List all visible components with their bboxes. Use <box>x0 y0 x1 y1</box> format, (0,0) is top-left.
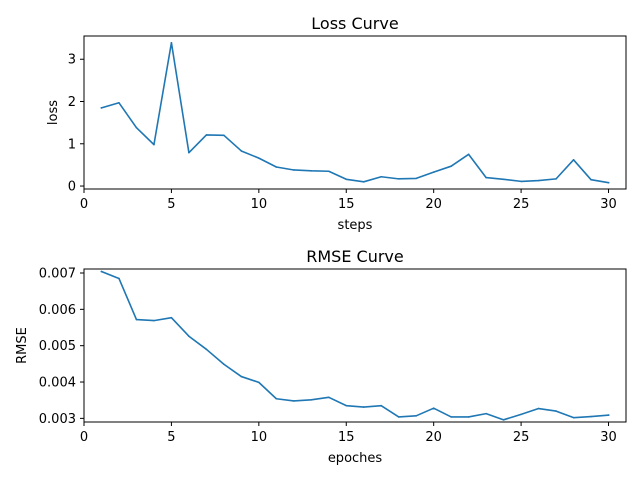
rmse-data-point <box>502 419 505 421</box>
rmse-ytick-label: 0.006 <box>39 303 76 318</box>
rmse-ylabel: RMSE <box>15 327 30 364</box>
loss-data-point <box>188 151 190 154</box>
loss-data-point <box>345 178 348 181</box>
loss-data-point <box>607 181 610 184</box>
rmse-data-point <box>293 400 295 402</box>
loss-data-point <box>537 179 540 182</box>
rmse-data-point <box>240 375 243 378</box>
loss-data-point <box>362 181 365 183</box>
rmse-data-point <box>520 413 522 416</box>
loss-data-point <box>397 178 400 180</box>
rmse-data-point <box>415 415 417 417</box>
loss-data-point <box>415 177 417 180</box>
rmse-xtick-label: 0 <box>80 430 88 445</box>
loss-xtick-label: 15 <box>338 197 355 212</box>
rmse-data-point <box>170 316 173 319</box>
rmse-data-point <box>258 381 260 384</box>
rmse-data-point <box>153 319 155 322</box>
loss-data-point <box>223 134 225 137</box>
rmse-data-point <box>572 416 575 419</box>
loss-title: Loss Curve <box>311 14 398 33</box>
loss-data-point <box>100 107 103 109</box>
rmse-data-point <box>607 414 610 416</box>
loss-curve-plot: Loss Curve 0 5 10 15 20 25 30 0 1 2 3 steps loss <box>46 14 627 233</box>
loss-ytick-label: 1 <box>68 137 76 152</box>
loss-xtick-label: 20 <box>425 197 442 212</box>
rmse-xtick-label: 20 <box>425 430 442 445</box>
loss-axes-frame <box>83 35 627 190</box>
loss-data-point <box>520 180 522 183</box>
loss-data-point <box>293 169 295 171</box>
loss-data-point <box>485 176 487 179</box>
loss-data-point <box>135 126 138 129</box>
rmse-data-point <box>310 399 313 401</box>
rmse-data-point <box>205 348 208 351</box>
rmse-data-point <box>450 416 452 418</box>
rmse-xtick-label: 15 <box>338 430 355 445</box>
loss-data-point <box>572 159 575 161</box>
loss-data-point <box>275 166 278 168</box>
loss-data-point <box>502 178 505 181</box>
rmse-data-point <box>467 416 470 418</box>
loss-data-point <box>205 134 208 136</box>
rmse-ytick-label: 0.007 <box>39 266 76 281</box>
loss-data-point <box>310 170 313 172</box>
rmse-data-point <box>118 277 120 280</box>
loss-data-point <box>450 165 452 167</box>
rmse-data-point <box>327 396 330 399</box>
rmse-data-point <box>432 407 435 409</box>
loss-data-point <box>118 101 120 104</box>
rmse-data-point <box>188 335 190 338</box>
rmse-data-point <box>135 318 138 321</box>
loss-data-point <box>590 178 592 181</box>
loss-data-point <box>258 157 260 159</box>
rmse-data-point <box>223 363 225 366</box>
loss-data-point <box>327 170 330 173</box>
loss-data-point <box>432 171 435 173</box>
loss-series-line <box>100 41 610 184</box>
rmse-xtick-label: 25 <box>513 430 530 445</box>
rmse-data-point <box>100 270 103 273</box>
loss-xtick-label: 10 <box>251 197 268 212</box>
loss-data-point <box>240 150 243 152</box>
rmse-data-point <box>380 404 383 407</box>
rmse-ytick-label: 0.005 <box>39 339 76 354</box>
rmse-curve-plot: RMSE Curve 0 5 10 15 20 25 30 0.003 0.004 0.005 0.0… <box>15 247 627 466</box>
loss-data-point <box>555 178 557 180</box>
loss-ytick-label: 2 <box>68 95 76 110</box>
rmse-data-point <box>275 397 278 400</box>
loss-ytick-label: 3 <box>68 53 76 68</box>
rmse-data-point <box>555 410 557 412</box>
loss-xtick-label: 25 <box>513 197 530 212</box>
rmse-xtick-label: 5 <box>167 430 175 445</box>
rmse-data-point <box>397 416 400 418</box>
rmse-xlabel: epoches <box>328 451 383 466</box>
loss-xtick-label: 0 <box>80 197 88 212</box>
rmse-data-point <box>537 407 540 410</box>
loss-ytick-label: 0 <box>68 180 76 195</box>
rmse-series-line <box>100 270 610 421</box>
loss-xlabel: steps <box>338 218 373 233</box>
rmse-data-point <box>590 415 592 418</box>
loss-xtick-label: 5 <box>167 197 175 212</box>
rmse-title: RMSE Curve <box>306 247 403 266</box>
loss-data-point <box>153 143 155 146</box>
loss-data-point <box>380 175 383 178</box>
rmse-data-point <box>485 412 487 415</box>
rmse-xtick-label: 30 <box>600 430 617 445</box>
rmse-xtick-label: 10 <box>251 430 268 445</box>
rmse-ytick-label: 0.004 <box>39 376 76 391</box>
rmse-data-point <box>345 404 348 407</box>
rmse-ytick-label: 0.003 <box>39 412 76 427</box>
loss-ylabel: loss <box>46 100 61 125</box>
rmse-data-point <box>362 406 365 408</box>
loss-data-point <box>467 153 470 156</box>
loss-xtick-label: 30 <box>600 197 617 212</box>
loss-data-point <box>170 41 173 44</box>
